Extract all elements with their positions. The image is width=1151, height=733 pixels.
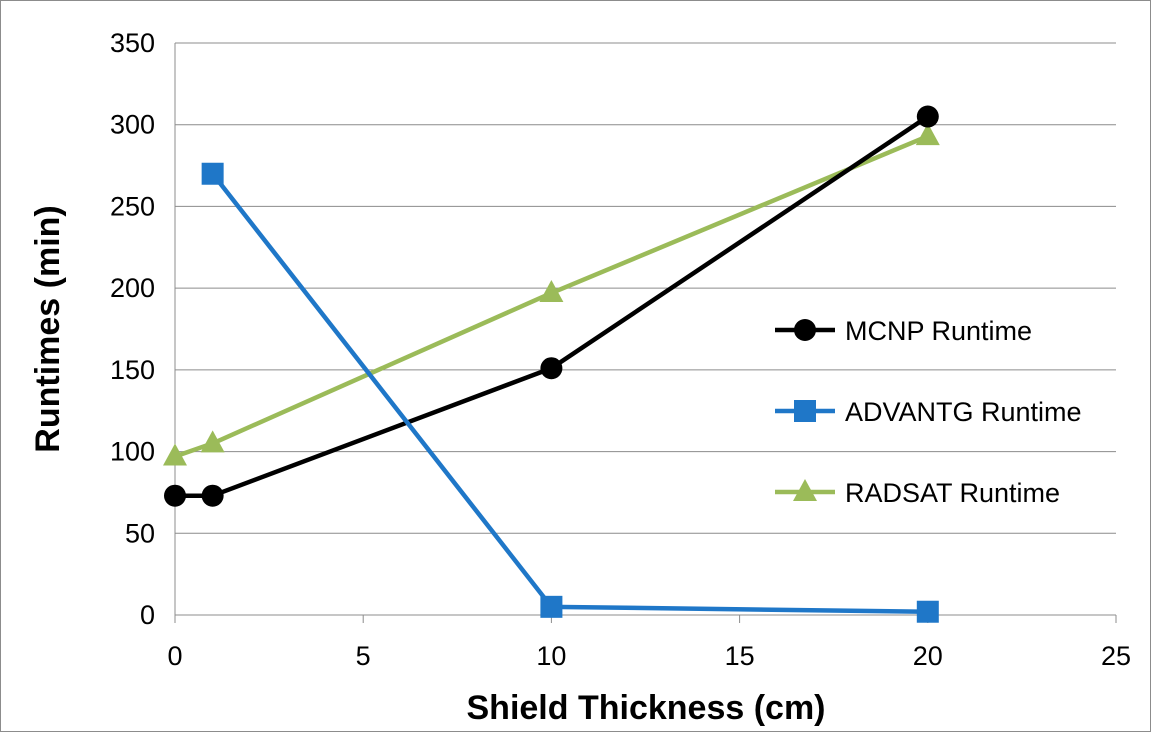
y-tick-label: 200 (110, 273, 155, 303)
series-line (175, 114, 930, 498)
series-line (174, 134, 929, 459)
square-marker (916, 600, 939, 623)
series-radsat-runtime (163, 123, 940, 466)
legend-item: ADVANTG Runtime (775, 397, 1082, 427)
y-tick-label: 300 (110, 110, 155, 140)
triangle-marker (163, 443, 187, 466)
x-tick-label: 0 (167, 641, 182, 671)
legend-circle-marker (794, 319, 816, 341)
series-group (163, 105, 940, 623)
circle-marker (164, 484, 186, 507)
legend-label: RADSAT Runtime (845, 478, 1060, 508)
y-tick-label: 50 (125, 518, 155, 548)
square-marker (540, 595, 563, 618)
triangle-marker (200, 430, 225, 453)
y-axis-title: Runtimes (min) (29, 205, 67, 452)
x-tick-label: 25 (1101, 641, 1131, 671)
series-advantg-runtime (201, 162, 939, 623)
triangle-marker (915, 123, 940, 146)
legend-label: ADVANTG Runtime (845, 397, 1082, 427)
legend-label: MCNP Runtime (845, 316, 1032, 346)
legend-item: MCNP Runtime (775, 316, 1032, 346)
series-mcnp-runtime (164, 105, 939, 507)
y-tick-label: 150 (110, 355, 155, 385)
legend-triangle-marker (793, 479, 817, 501)
x-axis-title: Shield Thickness (cm) (467, 689, 826, 727)
x-tick-label: 5 (356, 641, 371, 671)
circle-marker (201, 484, 224, 507)
triangle-marker (539, 280, 564, 303)
y-tick-label: 0 (140, 600, 155, 630)
x-tick-label: 10 (536, 641, 566, 671)
series-line (210, 172, 928, 614)
x-tick-label: 15 (725, 641, 755, 671)
y-tick-label: 350 (110, 28, 155, 58)
legend-item: RADSAT Runtime (775, 478, 1060, 508)
y-tick-label: 250 (110, 191, 155, 221)
square-marker (201, 162, 224, 185)
circle-marker (916, 105, 939, 128)
circle-marker (540, 357, 563, 380)
y-tick-label: 100 (110, 437, 155, 467)
axes: 0 50 100 150 200 250 300 350 0 5 10 15 20 25 (110, 28, 1131, 671)
legend-square-marker (794, 400, 816, 422)
legend: MCNP Runtime ADVANTG Runtime RADSAT Runtim… (775, 316, 1082, 508)
x-tick-label: 20 (913, 641, 943, 671)
